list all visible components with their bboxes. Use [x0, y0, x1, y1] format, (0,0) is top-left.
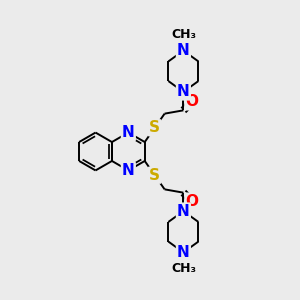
Text: N: N: [177, 204, 190, 219]
Text: N: N: [177, 43, 190, 58]
Text: O: O: [185, 194, 198, 209]
Text: N: N: [122, 125, 135, 140]
Text: S: S: [149, 168, 160, 183]
Text: CH₃: CH₃: [171, 262, 196, 275]
Text: CH₃: CH₃: [171, 28, 196, 41]
Text: N: N: [177, 245, 190, 260]
Text: S: S: [149, 120, 160, 135]
Text: N: N: [177, 84, 190, 99]
Text: O: O: [185, 94, 198, 109]
Text: N: N: [122, 163, 135, 178]
